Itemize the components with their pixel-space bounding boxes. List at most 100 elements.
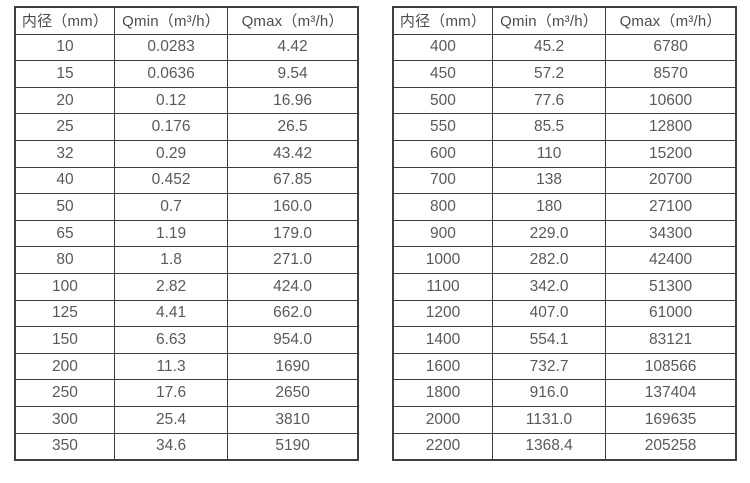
table-cell: 229.0 (491, 219, 607, 248)
table-cell: 3810 (227, 405, 359, 434)
table-cell: 424.0 (227, 272, 359, 301)
table-cell: 160.0 (227, 193, 359, 221)
table-cell: 800 (392, 193, 493, 221)
table-row: 2000 1131.0 169635 (392, 405, 737, 434)
table-row: 32 0.29 43.42 (14, 139, 359, 168)
table-cell: 271.0 (227, 246, 359, 274)
table-cell: 180 (491, 193, 607, 221)
table-cell: 10600 (605, 86, 737, 115)
table-cell: 1800 (392, 379, 493, 407)
table-cell: 1.8 (113, 246, 229, 274)
table-cell: 282.0 (491, 246, 607, 274)
table-cell: 600 (392, 139, 493, 168)
table-row: 125 4.41 662.0 (14, 299, 359, 328)
table-cell: 342.0 (491, 272, 607, 301)
table-cell: 25.4 (113, 405, 229, 434)
table-cell: 125 (14, 299, 115, 328)
table-cell: 150 (14, 326, 115, 354)
table-cell: 2.82 (113, 272, 229, 301)
table-cell: 300 (14, 405, 115, 434)
table-row: 900 229.0 34300 (392, 219, 737, 248)
table-row: 450 57.2 8570 (392, 60, 737, 88)
table-cell: 169635 (605, 405, 737, 434)
table-row: 2200 1368.4 205258 (392, 432, 737, 461)
table-cell: 6780 (605, 33, 737, 62)
table-cell: 450 (392, 60, 493, 88)
table-cell: 6.63 (113, 326, 229, 354)
column-header: 内径（mm） (14, 6, 115, 35)
table-cell: 0.176 (113, 113, 229, 141)
table-cell: 11.3 (113, 352, 229, 381)
table-row: 1400 554.1 83121 (392, 326, 737, 354)
column-header: 内径（mm） (392, 6, 493, 35)
table-cell: 1400 (392, 326, 493, 354)
table-row: 10 0.0283 4.42 (14, 33, 359, 62)
table-cell: 0.0283 (113, 33, 229, 62)
table-cell: 400 (392, 33, 493, 62)
table-cell: 0.7 (113, 193, 229, 221)
table-cell: 80 (14, 246, 115, 274)
table-cell: 32 (14, 139, 115, 168)
table-row: 40 0.452 67.85 (14, 166, 359, 195)
table-cell: 110 (491, 139, 607, 168)
flow-table-small-diameters: 内径（mm） Qmin（m³/h） Qmax（m³/h） 10 0.0283 4.42 15… (14, 6, 359, 462)
table-row: 1600 732.7 108566 (392, 352, 737, 381)
table-row: 65 1.19 179.0 (14, 219, 359, 248)
table-row: 550 85.5 12800 (392, 113, 737, 141)
table-cell: 350 (14, 432, 115, 461)
table-cell: 205258 (605, 432, 737, 461)
table-row: 700 138 20700 (392, 166, 737, 195)
table-row: 250 17.6 2650 (14, 379, 359, 407)
table-cell: 662.0 (227, 299, 359, 328)
table-cell: 100 (14, 272, 115, 301)
table-cell: 900 (392, 219, 493, 248)
table-cell: 67.85 (227, 166, 359, 195)
table-cell: 25 (14, 113, 115, 141)
table-cell: 1200 (392, 299, 493, 328)
table-cell: 34300 (605, 219, 737, 248)
table-cell: 51300 (605, 272, 737, 301)
table-cell: 8570 (605, 60, 737, 88)
table-row: 25 0.176 26.5 (14, 113, 359, 141)
table-cell: 137404 (605, 379, 737, 407)
table-cell: 10 (14, 33, 115, 62)
flow-table-large-diameters: 内径（mm） Qmin（m³/h） Qmax（m³/h） 400 45.2 6780 450… (392, 6, 737, 462)
table-cell: 138 (491, 166, 607, 195)
column-header: Qmin（m³/h） (113, 6, 229, 35)
column-header: Qmax（m³/h） (227, 6, 359, 35)
table-cell: 550 (392, 113, 493, 141)
table-cell: 4.41 (113, 299, 229, 328)
table-cell: 26.5 (227, 113, 359, 141)
table-cell: 1000 (392, 246, 493, 274)
table-row: 15 0.0636 9.54 (14, 60, 359, 88)
table-cell: 108566 (605, 352, 737, 381)
table-row: 100 2.82 424.0 (14, 272, 359, 301)
table-cell: 1600 (392, 352, 493, 381)
table-cell: 20700 (605, 166, 737, 195)
table-cell: 500 (392, 86, 493, 115)
table-cell: 1690 (227, 352, 359, 381)
table-cell: 16.96 (227, 86, 359, 115)
table-cell: 9.54 (227, 60, 359, 88)
table-cell: 57.2 (491, 60, 607, 88)
table-cell: 179.0 (227, 219, 359, 248)
table-cell: 61000 (605, 299, 737, 328)
table-cell: 45.2 (491, 33, 607, 62)
table-row: 350 34.6 5190 (14, 432, 359, 461)
table-row: 1000 282.0 42400 (392, 246, 737, 274)
header-row: 内径（mm） Qmin（m³/h） Qmax（m³/h） (392, 6, 737, 35)
table-cell: 1.19 (113, 219, 229, 248)
table-cell: 77.6 (491, 86, 607, 115)
table-row: 50 0.7 160.0 (14, 193, 359, 221)
column-header: Qmin（m³/h） (491, 6, 607, 35)
table-cell: 17.6 (113, 379, 229, 407)
table-cell: 5190 (227, 432, 359, 461)
table-row: 150 6.63 954.0 (14, 326, 359, 354)
table-row: 600 110 15200 (392, 139, 737, 168)
column-header: Qmax（m³/h） (605, 6, 737, 35)
table-cell: 2650 (227, 379, 359, 407)
table-cell: 65 (14, 219, 115, 248)
table-row: 1800 916.0 137404 (392, 379, 737, 407)
table-cell: 0.29 (113, 139, 229, 168)
